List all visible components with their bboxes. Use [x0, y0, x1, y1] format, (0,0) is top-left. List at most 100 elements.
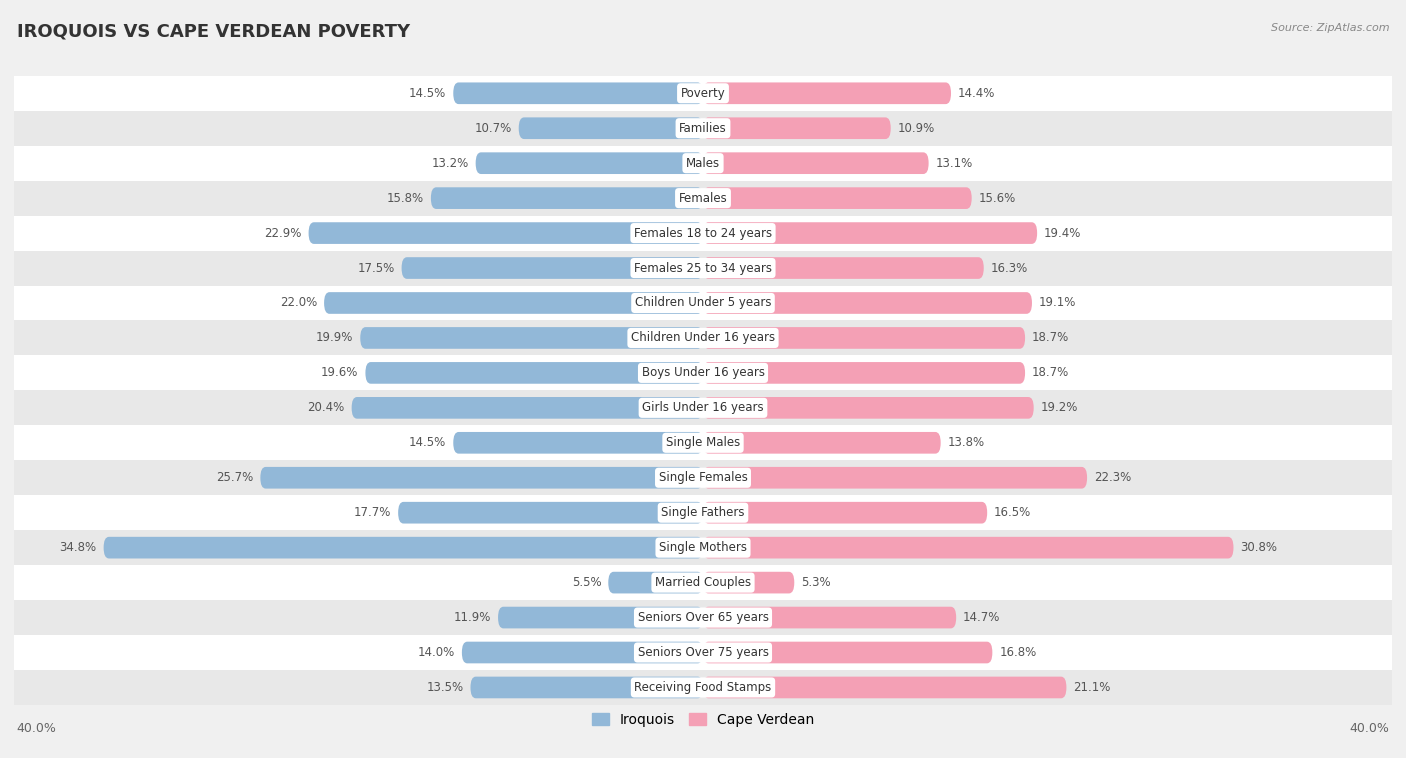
Bar: [14, 321, 1392, 356]
Text: Females: Females: [679, 192, 727, 205]
Bar: [14, 425, 1392, 460]
Text: Girls Under 16 years: Girls Under 16 years: [643, 401, 763, 415]
FancyBboxPatch shape: [104, 537, 703, 559]
Text: Married Couples: Married Couples: [655, 576, 751, 589]
FancyBboxPatch shape: [471, 677, 703, 698]
Bar: [14, 180, 1392, 215]
Text: 19.6%: 19.6%: [321, 366, 359, 380]
FancyBboxPatch shape: [703, 327, 1025, 349]
Text: Females 25 to 34 years: Females 25 to 34 years: [634, 262, 772, 274]
Text: Families: Families: [679, 122, 727, 135]
Text: 18.7%: 18.7%: [1032, 331, 1069, 344]
FancyBboxPatch shape: [402, 257, 703, 279]
FancyBboxPatch shape: [360, 327, 703, 349]
Text: Females 18 to 24 years: Females 18 to 24 years: [634, 227, 772, 240]
FancyBboxPatch shape: [703, 397, 1033, 418]
Text: 16.3%: 16.3%: [991, 262, 1028, 274]
FancyBboxPatch shape: [453, 432, 703, 453]
Text: 16.5%: 16.5%: [994, 506, 1032, 519]
Text: 21.1%: 21.1%: [1073, 681, 1111, 694]
Text: 25.7%: 25.7%: [217, 471, 253, 484]
Bar: [14, 251, 1392, 286]
Bar: [14, 146, 1392, 180]
Bar: [14, 495, 1392, 530]
Text: Seniors Over 75 years: Seniors Over 75 years: [637, 646, 769, 659]
FancyBboxPatch shape: [609, 572, 703, 594]
Bar: [14, 565, 1392, 600]
Text: 13.8%: 13.8%: [948, 437, 984, 449]
Bar: [14, 670, 1392, 705]
FancyBboxPatch shape: [703, 572, 794, 594]
Text: 11.9%: 11.9%: [454, 611, 491, 624]
Text: Children Under 5 years: Children Under 5 years: [634, 296, 772, 309]
Text: 34.8%: 34.8%: [59, 541, 97, 554]
Text: 5.5%: 5.5%: [572, 576, 602, 589]
FancyBboxPatch shape: [703, 537, 1233, 559]
Text: 40.0%: 40.0%: [1350, 722, 1389, 735]
Text: 19.9%: 19.9%: [316, 331, 353, 344]
Text: 13.1%: 13.1%: [935, 157, 973, 170]
Text: 13.2%: 13.2%: [432, 157, 468, 170]
Text: Seniors Over 65 years: Seniors Over 65 years: [637, 611, 769, 624]
Bar: [14, 111, 1392, 146]
FancyBboxPatch shape: [703, 467, 1087, 489]
FancyBboxPatch shape: [366, 362, 703, 384]
Text: 19.1%: 19.1%: [1039, 296, 1076, 309]
FancyBboxPatch shape: [475, 152, 703, 174]
Text: Single Females: Single Females: [658, 471, 748, 484]
Text: Source: ZipAtlas.com: Source: ZipAtlas.com: [1271, 23, 1389, 33]
Text: 13.5%: 13.5%: [426, 681, 464, 694]
FancyBboxPatch shape: [703, 292, 1032, 314]
FancyBboxPatch shape: [323, 292, 703, 314]
Text: 20.4%: 20.4%: [308, 401, 344, 415]
Text: 14.7%: 14.7%: [963, 611, 1001, 624]
Text: 40.0%: 40.0%: [17, 722, 56, 735]
Text: 22.3%: 22.3%: [1094, 471, 1132, 484]
FancyBboxPatch shape: [453, 83, 703, 104]
Text: 30.8%: 30.8%: [1240, 541, 1278, 554]
Text: 19.2%: 19.2%: [1040, 401, 1078, 415]
Text: Boys Under 16 years: Boys Under 16 years: [641, 366, 765, 380]
FancyBboxPatch shape: [703, 502, 987, 524]
Text: 14.0%: 14.0%: [418, 646, 456, 659]
Text: Single Mothers: Single Mothers: [659, 541, 747, 554]
FancyBboxPatch shape: [703, 606, 956, 628]
Text: Children Under 16 years: Children Under 16 years: [631, 331, 775, 344]
FancyBboxPatch shape: [519, 117, 703, 139]
Text: 17.7%: 17.7%: [354, 506, 391, 519]
Text: Males: Males: [686, 157, 720, 170]
Bar: [14, 460, 1392, 495]
Text: 22.0%: 22.0%: [280, 296, 318, 309]
Text: 14.5%: 14.5%: [409, 86, 446, 100]
FancyBboxPatch shape: [430, 187, 703, 209]
FancyBboxPatch shape: [398, 502, 703, 524]
Legend: Iroquois, Cape Verdean: Iroquois, Cape Verdean: [586, 707, 820, 732]
Text: 17.5%: 17.5%: [357, 262, 395, 274]
Bar: [14, 286, 1392, 321]
Text: Receiving Food Stamps: Receiving Food Stamps: [634, 681, 772, 694]
Text: 18.7%: 18.7%: [1032, 366, 1069, 380]
FancyBboxPatch shape: [703, 222, 1038, 244]
FancyBboxPatch shape: [703, 432, 941, 453]
Bar: [14, 390, 1392, 425]
Text: 10.9%: 10.9%: [897, 122, 935, 135]
Text: 15.8%: 15.8%: [387, 192, 425, 205]
Bar: [14, 635, 1392, 670]
Text: Single Fathers: Single Fathers: [661, 506, 745, 519]
Text: 16.8%: 16.8%: [1000, 646, 1036, 659]
FancyBboxPatch shape: [260, 467, 703, 489]
FancyBboxPatch shape: [703, 152, 928, 174]
FancyBboxPatch shape: [498, 606, 703, 628]
FancyBboxPatch shape: [703, 642, 993, 663]
FancyBboxPatch shape: [703, 117, 891, 139]
FancyBboxPatch shape: [703, 257, 984, 279]
Bar: [14, 600, 1392, 635]
FancyBboxPatch shape: [703, 362, 1025, 384]
FancyBboxPatch shape: [461, 642, 703, 663]
FancyBboxPatch shape: [703, 677, 1066, 698]
FancyBboxPatch shape: [703, 187, 972, 209]
Text: 14.4%: 14.4%: [957, 86, 995, 100]
Text: 15.6%: 15.6%: [979, 192, 1015, 205]
FancyBboxPatch shape: [703, 83, 950, 104]
FancyBboxPatch shape: [352, 397, 703, 418]
